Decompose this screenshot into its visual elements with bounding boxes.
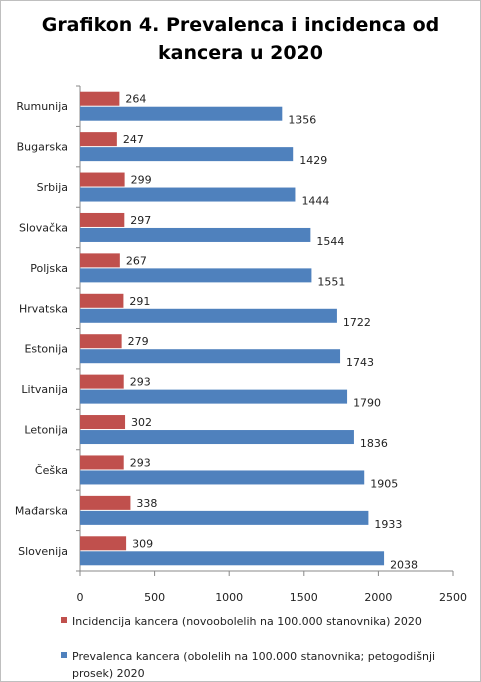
data-label-incidenca: 302 <box>131 416 152 429</box>
bar-incidenca <box>80 172 125 187</box>
data-label-incidenca: 338 <box>136 497 157 510</box>
bar-incidenca <box>80 415 126 430</box>
bar-incidenca <box>80 212 125 227</box>
x-tick-label: 0 <box>77 591 84 604</box>
chart-title-line1: Grafikon 4. Prevalenca i incidenca od <box>41 14 440 36</box>
data-label-incidenca: 297 <box>130 214 151 227</box>
legend-label-incidenca: Incidencija kancera (novoobolelih na 100… <box>72 615 422 628</box>
category-label: Srbija <box>37 181 68 194</box>
data-label-prevalenca: 1356 <box>288 114 316 127</box>
data-label-incidenca: 247 <box>123 133 144 146</box>
bar-prevalenca <box>80 268 312 283</box>
data-label-incidenca: 264 <box>125 93 146 106</box>
bar-prevalenca <box>80 510 369 525</box>
category-label: Litvanija <box>21 383 68 396</box>
category-label: Letonija <box>24 424 68 437</box>
data-label-prevalenca: 1933 <box>374 518 402 531</box>
bar-incidenca <box>80 91 120 106</box>
data-label-prevalenca: 1836 <box>360 437 388 450</box>
bar-prevalenca <box>80 147 294 162</box>
x-tick-label: 2500 <box>439 591 467 604</box>
data-label-prevalenca: 2038 <box>390 558 418 571</box>
data-label-incidenca: 309 <box>132 537 153 550</box>
bar-incidenca <box>80 253 120 268</box>
bar-incidenca <box>80 293 124 308</box>
bar-prevalenca <box>80 389 348 404</box>
x-tick-label: 1500 <box>290 591 318 604</box>
legend-swatch-incidenca <box>61 617 67 623</box>
category-label: Hrvatska <box>19 302 68 315</box>
data-label-incidenca: 291 <box>129 295 150 308</box>
bar-prevalenca <box>80 349 341 364</box>
x-tick-label: 2000 <box>364 591 392 604</box>
legend-label-prevalenca: Prevalenca kancera (obolelih na 100.000 … <box>72 648 435 682</box>
bar-incidenca <box>80 132 117 147</box>
bar-prevalenca <box>80 106 283 121</box>
data-label-prevalenca: 1722 <box>343 316 371 329</box>
x-tick-label: 500 <box>144 591 165 604</box>
legend-item-incidenca: Incidencija kancera (novoobolelih na 100… <box>61 613 461 630</box>
data-label-incidenca: 293 <box>130 376 151 389</box>
data-label-incidenca: 279 <box>128 335 149 348</box>
chart-title: Grafikon 4. Prevalenca i incidenca od ka… <box>1 11 480 67</box>
data-label-prevalenca: 1444 <box>301 195 329 208</box>
bar-prevalenca <box>80 551 385 566</box>
category-label: Estonija <box>24 343 68 356</box>
bar-prevalenca <box>80 430 354 445</box>
category-label: Slovačka <box>19 221 68 234</box>
data-label-prevalenca: 1905 <box>370 477 398 490</box>
bar-incidenca <box>80 495 131 510</box>
category-label: Mađarska <box>15 504 68 517</box>
legend-label-prevalenca-line1: Prevalenca kancera (obolelih na 100.000 … <box>72 650 436 663</box>
legend-item-prevalenca: Prevalenca kancera (obolelih na 100.000 … <box>61 648 461 682</box>
category-label: Slovenija <box>18 545 68 558</box>
bar-prevalenca <box>80 308 337 323</box>
legend-label-prevalenca-line2: prosek) 2020 <box>72 667 145 680</box>
category-label: Češka <box>35 464 68 477</box>
bar-incidenca <box>80 455 124 470</box>
chart-title-line2: kancera u 2020 <box>158 42 323 64</box>
data-label-prevalenca: 1544 <box>316 235 344 248</box>
bar-prevalenca <box>80 187 296 202</box>
category-label: Rumunija <box>16 100 68 113</box>
data-label-incidenca: 293 <box>130 456 151 469</box>
data-label-prevalenca: 1429 <box>299 154 327 167</box>
category-label: Poljska <box>30 262 68 275</box>
bar-incidenca <box>80 374 124 389</box>
bar-incidenca <box>80 334 122 349</box>
bar-prevalenca <box>80 470 365 485</box>
data-label-incidenca: 299 <box>131 174 152 187</box>
data-label-prevalenca: 1790 <box>353 397 381 410</box>
data-label-prevalenca: 1551 <box>317 275 345 288</box>
bar-prevalenca <box>80 227 311 242</box>
category-label: Bugarska <box>17 141 68 154</box>
legend-swatch-prevalenca <box>61 652 67 658</box>
x-tick-label: 1000 <box>215 591 243 604</box>
data-label-incidenca: 267 <box>126 254 147 267</box>
bar-incidenca <box>80 536 127 551</box>
data-label-prevalenca: 1743 <box>346 356 374 369</box>
